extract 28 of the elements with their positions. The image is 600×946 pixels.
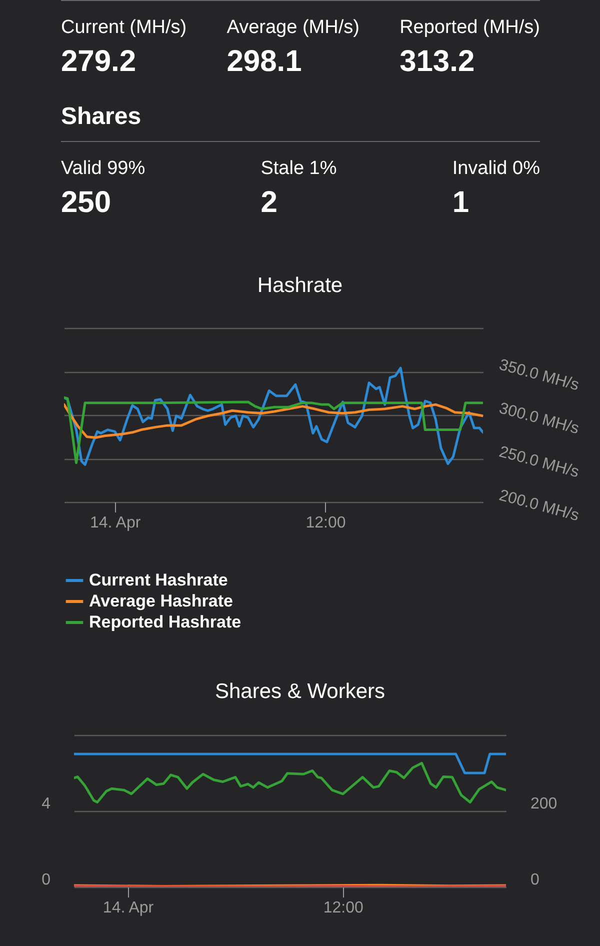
text: Invalid 0%	[452, 158, 540, 180]
text: Valid 99%	[61, 158, 146, 180]
text: Shares	[61, 103, 540, 142]
text: 2	[260, 186, 278, 220]
chart-title: Hashrate	[256, 274, 344, 298]
y2-tick-label: 200	[530, 796, 558, 812]
x-tick-label: 12:00	[323, 900, 364, 916]
text: Average (MH/s)	[226, 17, 360, 39]
legend-label: Reported Hashrate	[89, 612, 242, 632]
text: Current (MH/s)	[61, 17, 187, 39]
text: 298.1	[226, 45, 303, 79]
y-tick-label: 4	[42, 796, 51, 812]
y-tick-label: 350.0 MH/s	[497, 356, 581, 394]
text: 1	[452, 186, 470, 220]
y-tick-label: 250.0 MH/s	[497, 444, 581, 482]
legend-label: Average Hashrate	[89, 592, 233, 610]
y-tick-label: 200.0 MH/s	[497, 487, 581, 525]
text: 250	[61, 186, 112, 220]
text: Reported (MH/s)	[400, 17, 540, 39]
x-tick-label: 12:00	[306, 514, 346, 532]
x-tick-label: 14. Apr	[90, 514, 142, 532]
text: Stale 1%	[260, 158, 337, 180]
text: 313.2	[400, 45, 476, 79]
y-tick-label: 300.0 MH/s	[497, 400, 581, 438]
legend-label: Current Hashrate	[89, 570, 228, 590]
x-tick-label: 14. Apr	[102, 900, 154, 916]
chart-title: Shares & Workers	[214, 680, 386, 704]
text: 279.2	[61, 45, 138, 79]
